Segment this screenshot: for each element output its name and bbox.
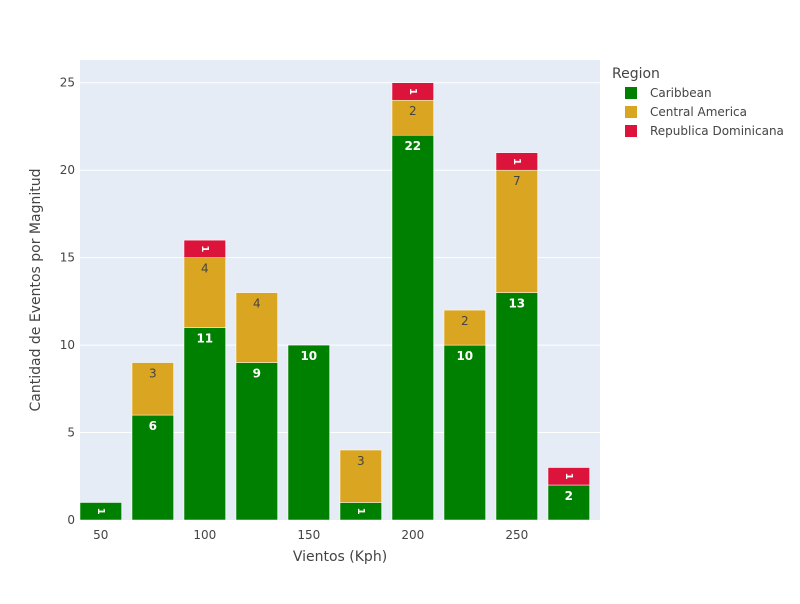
bar-segment xyxy=(131,362,174,416)
bar-value-label: 3 xyxy=(149,367,157,381)
y-tick-label: 0 xyxy=(67,513,75,527)
legend-swatch[interactable] xyxy=(625,106,637,118)
bar-value-label: 2 xyxy=(565,489,573,503)
bar-segment xyxy=(183,239,226,258)
bar-segment xyxy=(235,292,278,363)
bar-value-label: 1 xyxy=(407,88,418,95)
bar-value-label: 3 xyxy=(357,454,365,468)
bar-value-label: 4 xyxy=(253,297,261,311)
x-tick-label: 100 xyxy=(193,528,216,542)
legend-item-label[interactable]: Central America xyxy=(650,105,747,119)
bar-value-label: 7 xyxy=(513,174,521,188)
bar-segment xyxy=(495,169,538,293)
x-tick-label: 250 xyxy=(505,528,528,542)
bar-value-label: 1 xyxy=(95,508,106,515)
bar-segment xyxy=(183,327,226,521)
y-tick-label: 20 xyxy=(60,163,75,177)
bar-segment xyxy=(339,449,382,503)
y-tick-label: 15 xyxy=(60,251,75,265)
bar-value-label: 6 xyxy=(149,419,157,433)
bar-value-label: 22 xyxy=(404,139,421,153)
y-tick-label: 25 xyxy=(60,76,75,90)
x-axis-ticks: 50 100 150 200 250 xyxy=(93,528,528,542)
bar-segment xyxy=(131,414,174,521)
bar-segment xyxy=(235,362,278,521)
y-tick-label: 10 xyxy=(60,338,75,352)
bar-value-label: 2 xyxy=(461,314,469,328)
legend-item-label[interactable]: Republica Dominicana xyxy=(650,124,784,138)
y-axis-ticks: 0 5 10 15 20 25 xyxy=(60,76,75,527)
bar-value-label: 10 xyxy=(300,349,317,363)
bars-layer xyxy=(79,82,590,521)
bar-segment xyxy=(391,134,434,521)
legend-swatch[interactable] xyxy=(625,125,637,137)
y-axis-label: Cantidad de Eventos por Magnitud xyxy=(28,169,44,412)
bar-segment xyxy=(391,99,434,136)
bar-value-label: 1 xyxy=(511,158,522,165)
bar-value-label: 1 xyxy=(199,245,210,252)
bar-value-label: 11 xyxy=(196,332,213,346)
bar-segment xyxy=(495,152,538,171)
bar-segment xyxy=(495,292,538,521)
bar-segment xyxy=(183,257,226,328)
bar-segment xyxy=(391,82,434,101)
bar-value-label: 10 xyxy=(456,349,473,363)
x-tick-label: 50 xyxy=(93,528,108,542)
legend-title: Region xyxy=(612,66,660,82)
legend-item-label[interactable]: Caribbean xyxy=(650,86,712,100)
legend: Region Caribbean Central America Republica… xyxy=(612,66,784,138)
bar-value-label: 1 xyxy=(355,508,366,515)
legend-swatch[interactable] xyxy=(625,87,637,99)
x-axis-label: Vientos (Kph) xyxy=(293,549,387,565)
y-tick-label: 5 xyxy=(67,426,75,440)
bar-segment xyxy=(443,309,486,346)
x-tick-label: 150 xyxy=(297,528,320,542)
bar-value-label: 9 xyxy=(253,367,261,381)
x-tick-label: 200 xyxy=(401,528,424,542)
bar-segment xyxy=(79,502,122,521)
bar-segment xyxy=(443,344,486,521)
bar-segment xyxy=(547,467,590,486)
bar-value-label: 2 xyxy=(409,104,417,118)
bar-segment xyxy=(287,344,330,521)
bar-value-label: 4 xyxy=(201,262,209,276)
bar-value-label: 1 xyxy=(563,473,574,480)
bar-value-label: 13 xyxy=(508,297,525,311)
